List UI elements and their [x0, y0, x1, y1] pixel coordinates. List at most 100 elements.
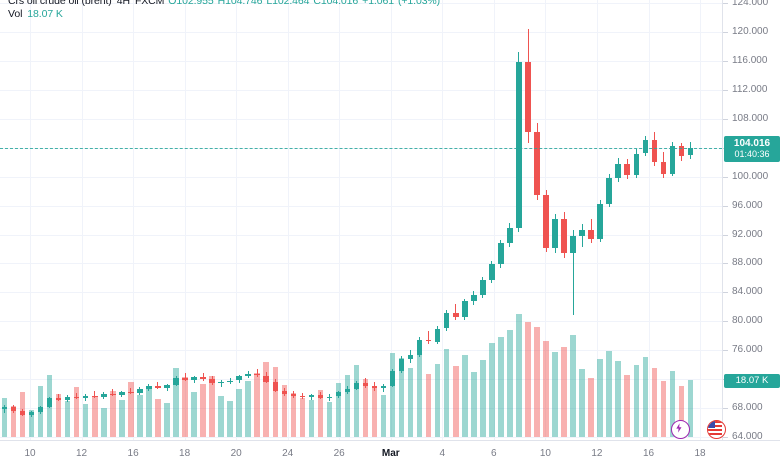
candle-body: [606, 178, 612, 204]
price-axis-tick: 84.000: [723, 286, 780, 298]
volume-series: [1, 314, 694, 437]
current-price-badge[interactable]: 104.016 01:40:36: [724, 135, 780, 162]
grid-line-horizontal: [0, 437, 722, 438]
volume-bar: [317, 390, 324, 437]
price-tick-mark: [723, 321, 728, 323]
time-axis-tick: 12: [75, 448, 88, 459]
time-axis-tick: 18: [179, 448, 191, 459]
volume-bar: [110, 390, 116, 437]
price-tick-label: 76.000: [732, 344, 763, 356]
grid-line-vertical: [81, 0, 83, 440]
price-tick-mark: [723, 118, 728, 120]
time-axis-tick: 6: [491, 448, 497, 459]
candle-body: [227, 380, 233, 382]
volume-bar: [597, 358, 603, 437]
volume-bar: [10, 405, 17, 437]
bar-countdown-timer: 01:40:36: [734, 148, 770, 159]
candle-body: [480, 280, 486, 296]
candle-wick: [572, 230, 574, 316]
volume-bar: [326, 402, 333, 437]
volume-bar: [462, 355, 468, 437]
grid-line-horizontal: [0, 205, 722, 207]
grid-line-horizontal: [0, 234, 722, 236]
volume-bar: [218, 396, 224, 437]
chart-pane[interactable]: [0, 0, 722, 440]
time-axis[interactable]: 10 12 16 18 20 24 26 Mar 4 6 10 12 16 18: [0, 440, 780, 471]
price-tick-mark: [723, 176, 728, 178]
candle-body: [55, 397, 62, 401]
current-price-line: [0, 147, 722, 149]
candle-body: [687, 147, 694, 156]
volume-bar: [570, 335, 576, 437]
candle-body: [597, 204, 603, 239]
candle-body: [678, 146, 685, 156]
candle-body: [633, 153, 640, 176]
price-axis[interactable]: 124.000 120.000 116.000 112.000 108.000 104.0…: [722, 0, 780, 442]
candlestick-series: [1, 29, 694, 417]
volume-bar: [344, 375, 351, 437]
candle-body: [416, 340, 423, 356]
time-axis-tick: 20: [230, 448, 242, 459]
volume-bar: [669, 370, 676, 437]
volume-bar: [82, 404, 89, 437]
candle-body: [73, 396, 80, 398]
candle-body: [200, 377, 206, 380]
candle-wick: [112, 389, 114, 396]
candle-body: [155, 386, 161, 388]
candle-wick: [220, 379, 222, 388]
time-axis-tick: 24: [282, 448, 294, 459]
candle-body: [398, 358, 405, 372]
us-flag-icon[interactable]: [707, 420, 726, 439]
candle-wick: [455, 303, 457, 321]
volume-bar: [507, 329, 513, 437]
volume-bar: [281, 384, 288, 437]
price-tick-mark: [723, 350, 728, 352]
price-tick-mark: [723, 292, 728, 294]
price-tick-label: 88.000: [732, 257, 763, 269]
candle-body: [561, 218, 567, 254]
price-tick-mark: [723, 437, 728, 438]
candle-body: [128, 392, 134, 394]
candle-body: [272, 382, 279, 391]
lightning-bolt-icon[interactable]: [671, 420, 690, 439]
candle-body: [434, 328, 441, 342]
volume-bar: [443, 349, 450, 437]
candle-body: [245, 374, 251, 377]
price-axis-tick: 112.000: [723, 84, 780, 96]
candle-wick: [374, 382, 375, 391]
grid-line-horizontal: [0, 176, 722, 178]
candle-body: [263, 375, 269, 382]
candle-body: [28, 412, 35, 415]
volume-bar: [633, 364, 640, 437]
price-tick-label: 124.000: [732, 0, 769, 8]
volume-bar: [173, 368, 179, 437]
price-tick-label: 68.000: [732, 402, 763, 414]
volume-bar: [335, 382, 342, 437]
volume-bar: [73, 386, 80, 437]
grid-line-vertical: [648, 0, 650, 440]
price-tick-label: 96.000: [732, 199, 763, 211]
grid-line-horizontal: [0, 31, 722, 33]
volume-bar: [155, 398, 161, 437]
volume-bar: [543, 341, 549, 437]
price-tick-label: 112.000: [732, 83, 768, 95]
volume-bar: [146, 388, 152, 437]
candle-body: [308, 395, 315, 398]
grid-line-vertical: [442, 0, 444, 440]
time-axis-tick: 4: [439, 448, 446, 459]
time-axis-tick: 26: [333, 448, 345, 459]
candle-body: [317, 395, 324, 398]
candle-body: [642, 139, 649, 154]
volume-badge: 18.07 K: [724, 373, 780, 388]
candle-body: [299, 395, 306, 398]
candle-body: [137, 389, 143, 393]
candle-body: [119, 392, 125, 396]
volume-bar: [687, 379, 694, 437]
time-axis-tick: 18: [694, 448, 706, 459]
candle-body: [443, 312, 450, 329]
volume-bar: [164, 403, 170, 437]
volume-bar: [353, 364, 360, 437]
candle-body: [290, 394, 297, 396]
volume-bar: [651, 367, 658, 437]
candle-body: [462, 301, 468, 317]
